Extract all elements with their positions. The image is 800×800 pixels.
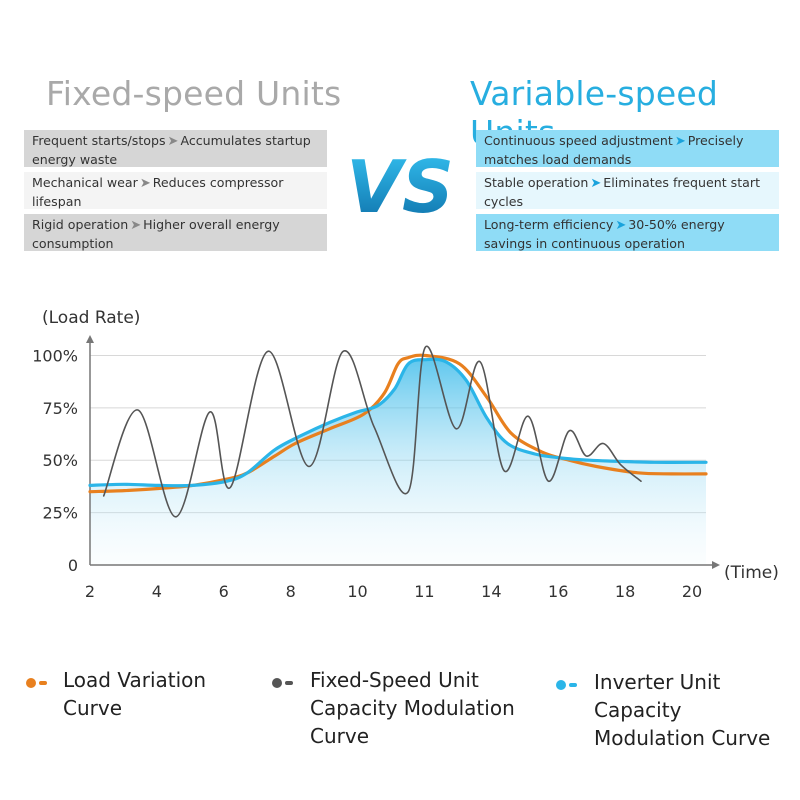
arrow-icon: ➤: [615, 218, 627, 233]
y-axis-arrow: [86, 335, 94, 343]
y-tick-label: 75%: [42, 399, 78, 418]
comparison-row: Mechanical wear ➤ Reduces compressor lifes…: [24, 172, 327, 209]
x-tick-label: 4: [152, 582, 162, 601]
vs-logo: VS: [350, 145, 450, 229]
arrow-icon: ➤: [590, 176, 602, 191]
comparison-cause: Long-term efficiency: [484, 217, 614, 232]
y-tick-label: 0: [68, 556, 78, 575]
arrow-icon: ➤: [167, 134, 179, 149]
comparison-cause: Stable operation: [484, 175, 589, 190]
comparison-row: Continuous speed adjustment ➤ Precisely ma…: [476, 130, 779, 167]
legend-fixed-label: Fixed-Speed Unit Capacity Modulation Cur…: [310, 668, 515, 748]
legend-inverter-dot: [556, 680, 566, 690]
legend-inverter-label: Inverter Unit Capacity Modulation Curve: [594, 670, 771, 750]
legend-inverter-dash: [569, 683, 577, 687]
comparison-effect: Eliminates frequent start cycles: [484, 175, 761, 209]
comparison-cause: Rigid operation: [32, 217, 129, 232]
comparison-row: Long-term efficiency ➤ 30-50% energy savin…: [476, 214, 779, 251]
axes: [86, 335, 720, 569]
comparison-row: Stable operation ➤ Eliminates frequent sta…: [476, 172, 779, 209]
x-axis-label: (Time): [724, 563, 779, 583]
x-tick-label: 8: [286, 582, 296, 601]
legend-load-dot: [26, 678, 36, 688]
x-tick-label: 16: [548, 582, 568, 601]
x-tick-label: 11: [414, 582, 434, 601]
series-lines: [88, 345, 708, 518]
load-rate-chart: 0 25% 50% 75% 100% 2 4 6 8 10 11 14 16 18 20 (Load Rat…: [32, 308, 779, 601]
x-tick-label: 2: [85, 582, 95, 601]
fixed-speed-comparison: Frequent starts/stops ➤ Accumulates startu…: [24, 130, 327, 256]
comparison-row: Rigid operation ➤ Higher overall energy co…: [24, 214, 327, 251]
y-tick-label: 50%: [42, 451, 78, 470]
comparison-cause: Continuous speed adjustment: [484, 133, 673, 148]
x-axis-arrow: [712, 561, 720, 569]
y-axis-label: (Load Rate): [42, 308, 140, 328]
comparison-row: Frequent starts/stops ➤ Accumulates startu…: [24, 130, 327, 167]
comparison-effect: Accumulates startup energy waste: [32, 133, 311, 167]
comparison-cause: Mechanical wear: [32, 175, 138, 190]
x-tick-label: 14: [481, 582, 501, 601]
comparison-effect: Higher overall energy consumption: [32, 217, 280, 251]
legend-fixed-dot: [272, 678, 282, 688]
arrow-icon: ➤: [139, 176, 151, 191]
x-tick-label: 18: [615, 582, 635, 601]
y-tick-label: 100%: [32, 346, 78, 365]
comparison-effect: 30-50% energy savings in continuous oper…: [484, 217, 725, 251]
fixed-speed-heading: Fixed-speed Units: [46, 74, 342, 113]
load-variation-line: [88, 353, 708, 494]
arrow-icon: ➤: [130, 218, 142, 233]
legend-fixed-dash: [285, 681, 293, 685]
arrow-icon: ➤: [674, 134, 686, 149]
legend-load-dash: [39, 681, 47, 685]
tick-labels: 0 25% 50% 75% 100% 2 4 6 8 10 11 14 16 18 20: [32, 346, 702, 601]
y-tick-label: 25%: [42, 504, 78, 523]
vs-logo-text: VS: [350, 145, 450, 229]
x-tick-label: 6: [219, 582, 229, 601]
comparison-cause: Frequent starts/stops: [32, 133, 166, 148]
legend-load-label: Load Variation Curve: [63, 668, 207, 720]
comparison-effect: Precisely matches load demands: [484, 133, 744, 167]
variable-speed-comparison: Continuous speed adjustment ➤ Precisely ma…: [476, 130, 779, 256]
comparison-effect: Reduces compressor lifespan: [32, 175, 284, 209]
inverter-area-fill: [90, 359, 706, 565]
x-tick-label: 20: [682, 582, 702, 601]
fixed-speed-line: [102, 345, 642, 518]
x-tick-label: 10: [347, 582, 367, 601]
